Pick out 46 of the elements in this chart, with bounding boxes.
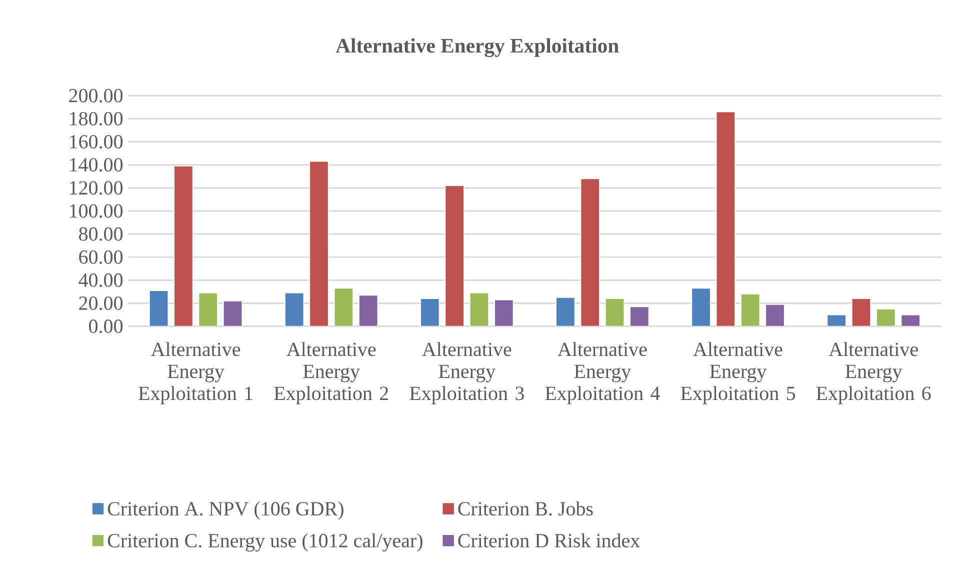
bar xyxy=(630,306,650,326)
bar xyxy=(444,185,464,326)
legend-label: Criterion B. Jobs xyxy=(458,501,593,516)
y-tick-label: 80.00 xyxy=(79,227,123,241)
x-tick-label: Alternative Energy Exploitation 1 xyxy=(138,342,252,404)
y-tick-label: 40.00 xyxy=(78,273,123,287)
legend-label: Criterion A. NPV (106 GDR) xyxy=(108,501,344,520)
chart-title: Alternative Energy Exploitation xyxy=(336,38,619,58)
y-tick-label: 140.00 xyxy=(70,158,123,172)
bar xyxy=(149,290,169,326)
bar xyxy=(826,314,846,326)
legend-label: Criterion C. Energy use (1012 cal/year) xyxy=(108,533,422,552)
bar xyxy=(691,288,711,326)
y-tick-label: 20.00 xyxy=(79,296,123,310)
y-tick-label: 200.00 xyxy=(69,88,123,102)
bar xyxy=(494,299,514,326)
y-tick-label: 0.00 xyxy=(89,320,123,334)
bar xyxy=(469,292,489,326)
bar xyxy=(765,304,785,326)
bar xyxy=(580,178,600,326)
bar xyxy=(605,298,625,326)
bar xyxy=(334,288,354,326)
y-tick-label: 160.00 xyxy=(70,135,123,149)
bar xyxy=(420,298,440,326)
bar xyxy=(198,292,218,326)
bar xyxy=(876,308,896,326)
bar xyxy=(223,300,243,326)
x-tick-label: Alternative Energy Exploitation 5 xyxy=(680,342,796,404)
x-tick-label: Alternative Energy Exploitation 2 xyxy=(274,342,388,404)
x-tick-label: Alternative Energy Exploitation 4 xyxy=(545,342,660,404)
bar xyxy=(556,297,576,326)
legend-label: Criterion D Risk index xyxy=(458,533,640,548)
bar xyxy=(852,298,871,326)
bar xyxy=(309,161,329,326)
y-tick-label: 60.00 xyxy=(79,250,123,264)
bar xyxy=(358,294,378,326)
x-tick-label: Alternative Energy Exploitation 3 xyxy=(410,342,524,404)
bar xyxy=(174,166,194,326)
y-tick-label: 100.00 xyxy=(70,204,123,218)
x-tick-label: Alternative Energy Exploitation 6 xyxy=(816,342,931,404)
y-tick-label: 120.00 xyxy=(70,181,123,195)
bar xyxy=(900,314,920,326)
bar xyxy=(740,294,760,326)
bar xyxy=(284,292,304,326)
y-tick-label: 180.00 xyxy=(70,112,123,126)
bar xyxy=(716,111,736,326)
